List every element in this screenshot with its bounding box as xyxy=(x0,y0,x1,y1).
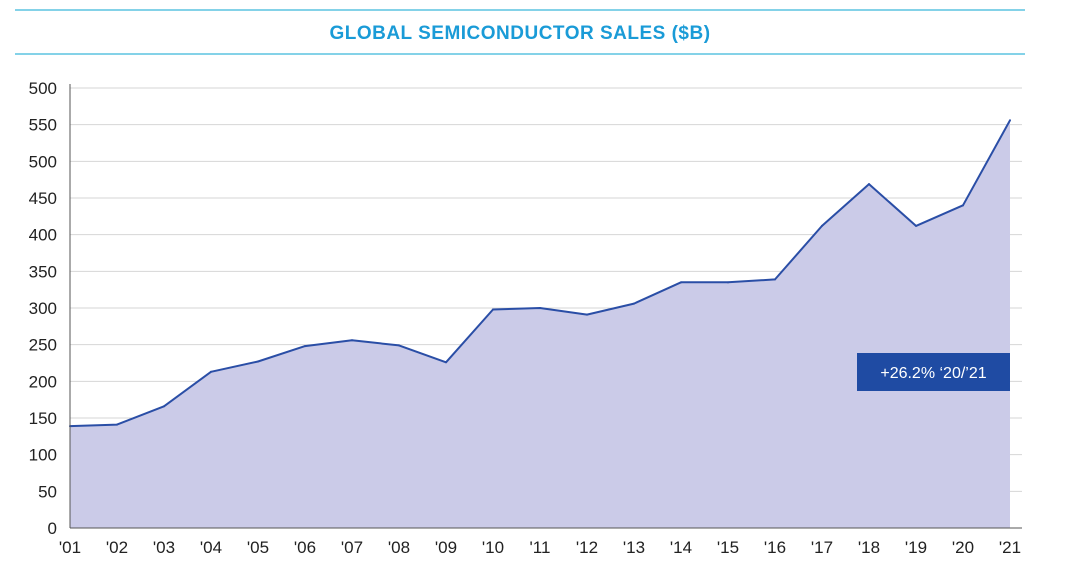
y-tick-label: 550 xyxy=(29,116,57,135)
growth-annotation: +26.2% ‘20/’21 xyxy=(857,353,1010,391)
x-tick-label: '14 xyxy=(670,538,692,557)
y-tick-label: 400 xyxy=(29,226,57,245)
data-point-09 xyxy=(445,361,447,364)
x-tick-label: '03 xyxy=(153,538,175,557)
y-tick-label: 350 xyxy=(29,262,57,281)
x-tick-labels: '01 '02 '03 '04 '05 '06 '07 '08 '09 '10 '11 '12 '13 '… xyxy=(59,538,1021,557)
x-tick-label: '20 xyxy=(952,538,974,557)
data-point-18 xyxy=(868,183,870,186)
y-tick-label: 300 xyxy=(29,299,57,318)
sales-area-fill xyxy=(70,120,1010,529)
data-point-11 xyxy=(539,307,541,309)
x-tick-label: '06 xyxy=(294,538,316,557)
y-tick-label: 450 xyxy=(29,189,57,208)
data-point-04 xyxy=(210,370,212,373)
y-tick-label: 100 xyxy=(29,446,57,465)
annotation-text: +26.2% ‘20/’21 xyxy=(880,365,986,382)
x-tick-label: '15 xyxy=(717,538,739,557)
data-point-02 xyxy=(116,423,118,426)
y-tick-label: 200 xyxy=(29,372,57,391)
data-point-08 xyxy=(398,344,400,347)
data-point-07 xyxy=(351,339,353,342)
data-point-20 xyxy=(962,204,964,207)
data-point-12 xyxy=(586,313,588,316)
data-points xyxy=(69,119,1011,428)
x-tick-label: '19 xyxy=(905,538,927,557)
chart-title: GLOBAL SEMICONDUCTOR SALES ($B) xyxy=(329,23,710,44)
x-tick-label: '07 xyxy=(341,538,363,557)
annotation-box xyxy=(857,353,1010,391)
x-tick-label: '02 xyxy=(106,538,128,557)
x-tick-label: '05 xyxy=(247,538,269,557)
x-tick-label: '21 xyxy=(999,538,1021,557)
data-point-17 xyxy=(821,224,823,227)
x-tick-label: '04 xyxy=(200,538,222,557)
data-point-10 xyxy=(492,308,494,311)
data-point-19 xyxy=(915,224,917,227)
y-tick-labels: 0 50 100 150 200 250 300 350 400 450 500 550 500 xyxy=(29,79,57,538)
x-tick-label: '18 xyxy=(858,538,880,557)
x-tick-label: '09 xyxy=(435,538,457,557)
data-point-13 xyxy=(633,302,635,305)
data-point-14 xyxy=(680,281,682,284)
y-tick-label: 50 xyxy=(38,482,57,501)
data-point-05 xyxy=(257,360,259,363)
data-point-16 xyxy=(774,278,776,281)
x-tick-label: '08 xyxy=(388,538,410,557)
y-tick-label: 500 xyxy=(29,79,57,98)
x-tick-label: '12 xyxy=(576,538,598,557)
x-tick-label: '17 xyxy=(811,538,833,557)
data-point-03 xyxy=(163,405,165,408)
y-tick-label: 150 xyxy=(29,409,57,428)
x-tick-label: '16 xyxy=(764,538,786,557)
y-tick-label: 0 xyxy=(48,519,57,538)
x-tick-label: '01 xyxy=(59,538,81,557)
y-tick-label: 250 xyxy=(29,336,57,355)
x-tick-label: '10 xyxy=(482,538,504,557)
data-point-15 xyxy=(727,281,729,284)
x-tick-label: '11 xyxy=(530,538,551,557)
data-point-21 xyxy=(1009,119,1011,122)
data-point-06 xyxy=(304,345,306,348)
x-tick-label: '13 xyxy=(623,538,645,557)
y-tick-label: 500 xyxy=(29,152,57,171)
